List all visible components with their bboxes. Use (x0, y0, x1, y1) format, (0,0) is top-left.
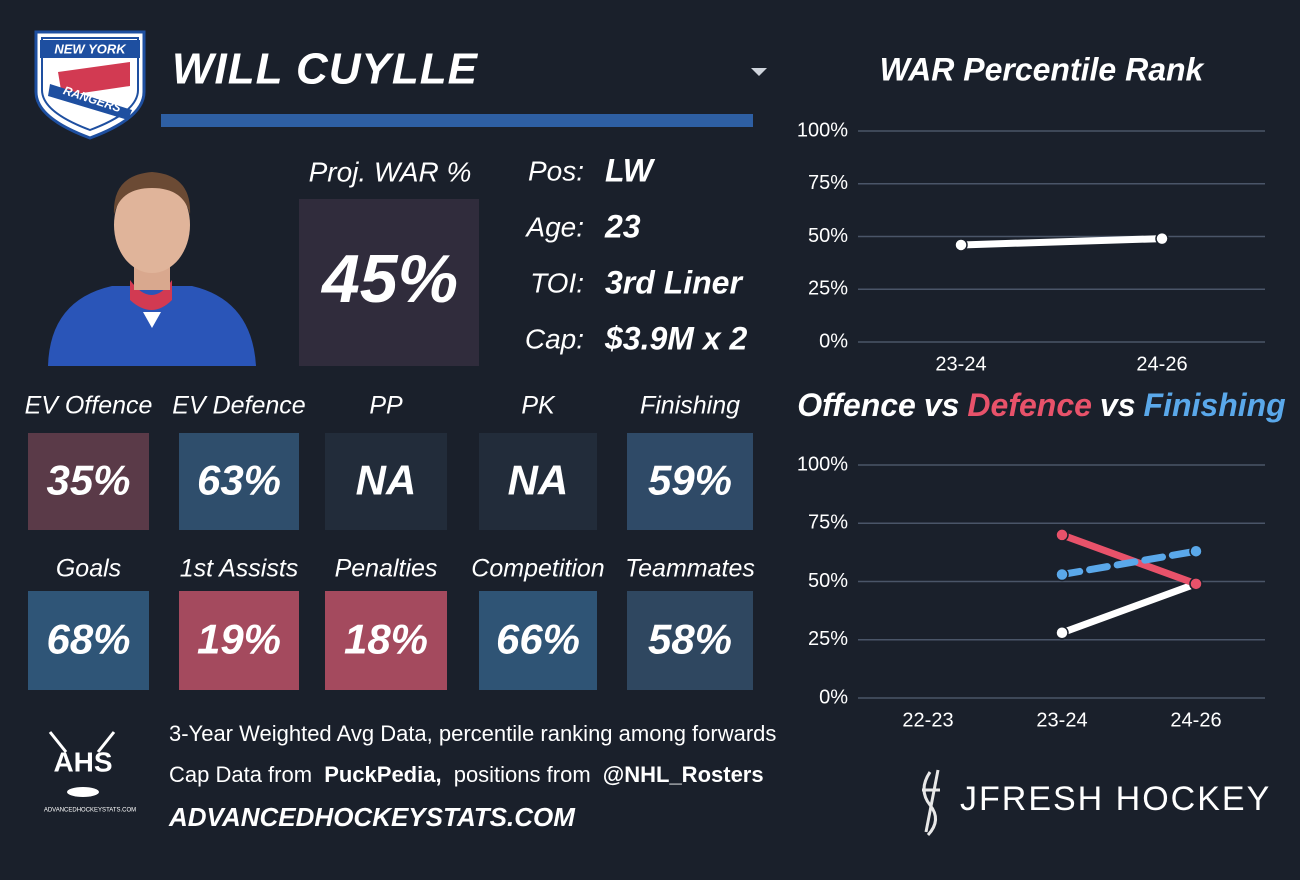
credit-link[interactable]: @NHL_Rosters (603, 762, 764, 787)
tile-value: 63% (197, 457, 281, 504)
y-tick-label: 75% (808, 512, 848, 534)
tile (28, 591, 149, 690)
tile (627, 591, 753, 690)
dropdown-arrow[interactable] (751, 68, 767, 76)
x-tick-label: 23-24 (935, 353, 986, 375)
tile-label: Goals (56, 555, 121, 583)
logo-text: NEW YORK (54, 41, 127, 56)
tile-value: NA (508, 457, 569, 504)
tile-label: Teammates (625, 555, 755, 583)
x-tick-label: 24-26 (1170, 709, 1221, 731)
chart-title: Offence vs Defence vs Finishing (797, 387, 1285, 423)
y-tick-label: 25% (808, 628, 848, 650)
tile-label: Finishing (640, 392, 740, 420)
y-tick-label: 75% (808, 172, 848, 194)
credit-text: Cap Data from (169, 762, 312, 787)
info-label: Age: (524, 211, 584, 242)
name-underline (161, 114, 753, 127)
x-tick-label: 24-26 (1136, 353, 1187, 375)
proj-value: 45% (320, 241, 458, 317)
x-tick-label: 22-23 (902, 709, 953, 731)
point (1189, 577, 1203, 591)
tile-value: 18% (344, 616, 428, 663)
tile-value: NA (356, 457, 417, 504)
point (1155, 231, 1169, 246)
player-photo (48, 172, 256, 366)
tile (627, 433, 753, 530)
info-label: Cap: (525, 323, 584, 354)
line (1058, 580, 1200, 637)
proj-label: Proj. WAR % (309, 156, 472, 187)
info-list: Pos: LW Age: 23 TOI: 3rd Liner Cap: $3.9M x 2 (524, 152, 747, 356)
info-value: $3.9M x 2 (604, 320, 748, 356)
info-value: LW (605, 152, 656, 188)
legend-entry: Finishing (1144, 387, 1286, 423)
tile-label: Competition (471, 555, 604, 583)
tile-label: EV Defence (172, 392, 305, 420)
tile-value: 66% (496, 616, 580, 663)
point (1189, 544, 1203, 558)
tile-value: 68% (46, 616, 130, 663)
tile-label: PP (369, 392, 403, 420)
proj-box (299, 199, 479, 366)
jfresh-logo (922, 769, 940, 837)
tile-value: 19% (197, 616, 281, 663)
charts: WAR Percentile Rank 0% 25% 50% 75% 100% 23-24 2… (797, 51, 1286, 731)
info-label: Pos: (528, 155, 584, 186)
tile (325, 433, 447, 530)
legend-entry: Offence (797, 387, 916, 423)
info-value: 3rd Liner (605, 264, 743, 300)
credit-link[interactable]: PuckPedia, (324, 762, 441, 787)
point (954, 238, 968, 252)
legend-entry: Defence (967, 387, 1092, 423)
chart-title: WAR Percentile Rank (880, 51, 1206, 87)
team-logo: NEW YORK RANGERS (34, 30, 146, 140)
ahs-text: AHS (53, 746, 112, 777)
footer-credits: Cap Data from PuckPedia, positions from … (169, 762, 764, 787)
line (957, 235, 1166, 249)
tile (479, 433, 597, 530)
player-name: WILL CUYLLE (172, 45, 479, 94)
line (1058, 547, 1200, 579)
y-tick-label: 100% (797, 453, 848, 475)
tile-label: PK (521, 392, 556, 420)
tile-label: EV Offence (25, 392, 153, 420)
footer-note: 3-Year Weighted Avg Data, percentile ran… (169, 721, 776, 746)
tile (179, 433, 299, 530)
tile-value: 58% (648, 616, 732, 663)
tile-label: 1st Assists (180, 555, 299, 583)
point (1055, 626, 1069, 640)
point (1055, 528, 1069, 542)
y-tick-label: 0% (819, 330, 848, 352)
x-tick-label: 23-24 (1036, 709, 1087, 731)
y-tick-label: 50% (808, 225, 848, 247)
y-tick-label: 100% (797, 119, 848, 141)
credit-text: positions from (454, 762, 591, 787)
tile (28, 433, 149, 530)
title-joiner: vs (1100, 387, 1136, 423)
ahs-url: ADVANCEDHOCKEYSTATS.COM (44, 808, 136, 814)
info-label: TOI: (530, 267, 584, 298)
stat-tiles: EV Offence 35% EV Defence 63% PP NA PK NA Finish… (25, 392, 755, 690)
info-value: 23 (604, 208, 641, 244)
tile-value: 59% (648, 457, 732, 504)
ahs-logo: AHS ADVANCEDHOCKEYSTATS.COM (44, 731, 136, 814)
title-joiner: vs (924, 387, 960, 423)
tile (479, 591, 597, 690)
y-tick-label: 50% (808, 570, 848, 592)
tile (325, 591, 447, 690)
site-url[interactable]: ADVANCEDHOCKEYSTATS.COM (168, 802, 576, 832)
y-tick-label: 25% (808, 278, 848, 300)
brand: JFRESH HOCKEY (960, 780, 1271, 818)
tile-value: 35% (46, 457, 130, 504)
tile (179, 591, 299, 690)
tile-label: Penalties (335, 555, 438, 583)
point (1055, 567, 1069, 582)
y-tick-label: 0% (819, 686, 848, 708)
